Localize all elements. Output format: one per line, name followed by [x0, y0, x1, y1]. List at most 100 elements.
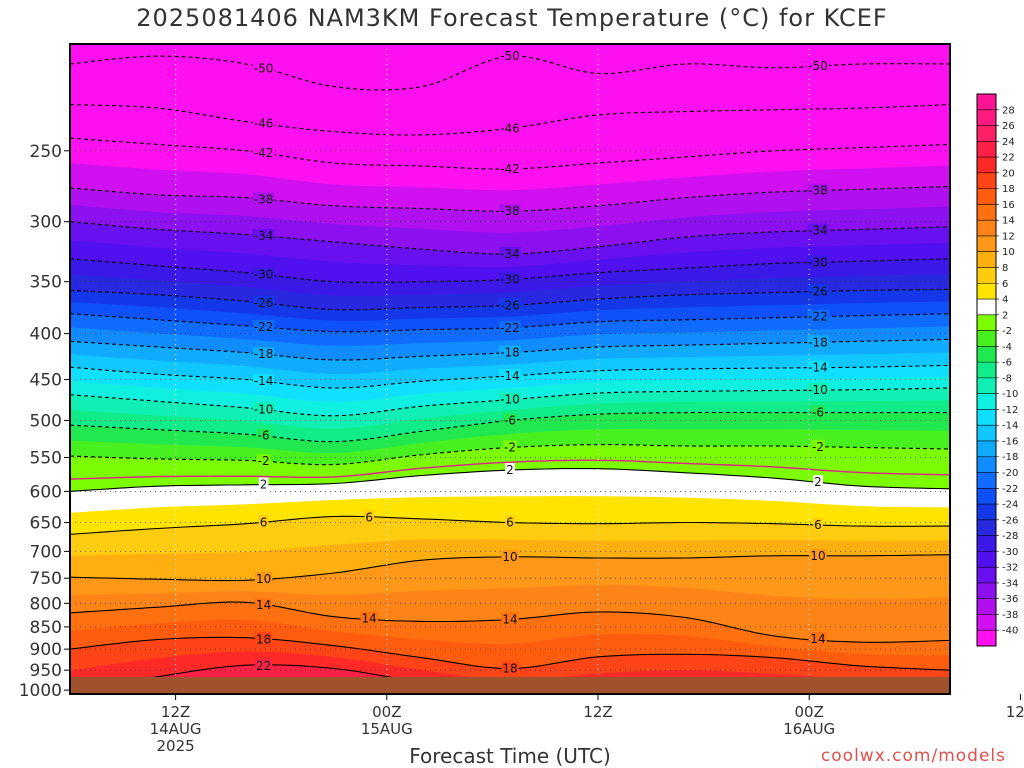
isotherm-label-bg [813, 517, 823, 532]
colorbar-label: 12 [1002, 231, 1015, 242]
isotherm-label: -14 [254, 374, 274, 388]
colorbar-label: -14 [1002, 421, 1018, 432]
isotherm-label-bg [807, 383, 829, 398]
chart-title: 2025081406 NAM3KM Forecast Temperature (… [136, 4, 888, 32]
colorbar-label: 6 [1002, 279, 1008, 290]
isotherm-label-bg [505, 463, 515, 478]
isotherm-label-bg [252, 116, 275, 131]
colorbar-swatch [977, 346, 996, 363]
colorbar-swatch [977, 456, 996, 474]
isotherm-label-bg [252, 347, 275, 362]
isotherm-label-bg [252, 192, 275, 207]
isotherm-label: 6 [814, 518, 822, 532]
colorbar-swatch [977, 614, 996, 631]
colorbar-swatch [977, 220, 996, 237]
source-credit[interactable]: coolwx.com/models [820, 746, 1006, 766]
isotherm-label-bg [499, 392, 521, 407]
y-tick-label: 1000 [19, 681, 62, 701]
isotherm-label: 14 [810, 632, 825, 646]
colorbar-swatch [977, 172, 996, 190]
y-tick-label: 450 [30, 370, 62, 390]
colorbar-swatch [977, 251, 996, 268]
colorbar-swatch [977, 504, 996, 521]
isotherm-label: -10 [808, 383, 828, 397]
isotherm-label-bg [499, 368, 521, 383]
isotherm-label: -38 [500, 204, 520, 218]
colorbar-swatch [977, 551, 996, 568]
isotherm-label: -30 [254, 267, 274, 281]
colorbar-label: -16 [1002, 436, 1018, 447]
isotherm-label-bg [807, 58, 829, 73]
isotherm-label: 10 [810, 549, 825, 563]
isotherm-label-bg [256, 428, 271, 443]
isotherm-label: -10 [254, 402, 274, 416]
colorbar-swatch [977, 409, 996, 426]
isotherm-label: -2 [258, 454, 270, 468]
colorbar-swatch [977, 109, 996, 127]
colorbar-label: 28 [1002, 105, 1015, 116]
isotherm-label: 18 [502, 662, 517, 676]
colorbar-swatch [977, 157, 996, 174]
colorbar-label: -40 [1002, 626, 1018, 637]
isotherm-label-bg [807, 183, 829, 198]
isotherm-label-bg [254, 598, 273, 613]
isotherm-label: -18 [500, 346, 520, 360]
isotherm-label: -34 [500, 247, 520, 261]
x-tick-label: 00Z [795, 703, 824, 721]
isotherm-label: -6 [258, 429, 270, 443]
isotherm-label-bg [499, 162, 521, 177]
colorbar-label: 18 [1002, 184, 1015, 195]
y-tick-label: 550 [30, 449, 62, 469]
colorbar-label: -30 [1002, 547, 1018, 558]
isotherm-label-bg [258, 515, 269, 530]
isotherm-label: 2 [506, 463, 514, 477]
colorbar-swatch [977, 598, 996, 615]
isotherm-label-bg [501, 549, 519, 564]
x-tick-label: 12Z [161, 703, 190, 721]
isotherm-label: 10 [256, 572, 271, 586]
isotherm-label-bg [252, 374, 275, 389]
colorbar-swatch [977, 582, 996, 600]
isotherm-label-bg [499, 204, 521, 219]
colorbar-swatch [977, 425, 996, 442]
isotherm-label-bg [499, 272, 521, 287]
x-axis-label: Forecast Time (UTC) [409, 744, 611, 768]
isotherm-label: -14 [500, 369, 520, 383]
colorbar-label: -12 [1002, 405, 1018, 416]
isotherm-label: -38 [254, 192, 274, 206]
isotherm-label: -22 [808, 310, 828, 324]
isotherm-label-bg [258, 477, 269, 492]
colorbar-label: -20 [1002, 468, 1018, 479]
x-tick-label: 14AUG [150, 720, 202, 738]
isotherm-label-bg [505, 515, 515, 530]
colorbar-label: -2 [1002, 326, 1012, 337]
isotherm-label-bg [503, 440, 517, 455]
colorbar-label: 24 [1002, 137, 1015, 148]
colorbar-label: -38 [1002, 610, 1018, 621]
isotherm-label: -6 [504, 413, 516, 427]
colorbar-swatch [977, 204, 996, 221]
colorbar-label: 22 [1002, 153, 1015, 164]
y-tick-label: 900 [30, 640, 62, 660]
isotherm-label: 22 [256, 659, 271, 673]
colorbar-swatch [977, 141, 996, 158]
colorbar-label: -22 [1002, 484, 1018, 495]
isotherm-label-bg [252, 319, 275, 334]
isotherm-label: -42 [500, 162, 520, 176]
colorbar-swatch [977, 377, 996, 395]
y-tick-label: 250 [30, 142, 62, 162]
colorbar-label: 20 [1002, 168, 1015, 179]
isotherm-label: 14 [502, 613, 517, 627]
isotherm-label-bg [252, 402, 275, 417]
ground-surface [70, 677, 950, 694]
isotherm-label: -14 [808, 361, 828, 375]
isotherm-label: -50 [254, 61, 274, 75]
colorbar-frame [976, 93, 997, 647]
colorbar-swatch [977, 393, 996, 410]
isotherm-label: 18 [256, 632, 271, 646]
x-tick-label: 15AUG [361, 720, 413, 738]
isotherm-label-bg [807, 335, 829, 350]
isotherm-label-bg [364, 510, 375, 525]
isotherm-label: -30 [808, 255, 828, 269]
